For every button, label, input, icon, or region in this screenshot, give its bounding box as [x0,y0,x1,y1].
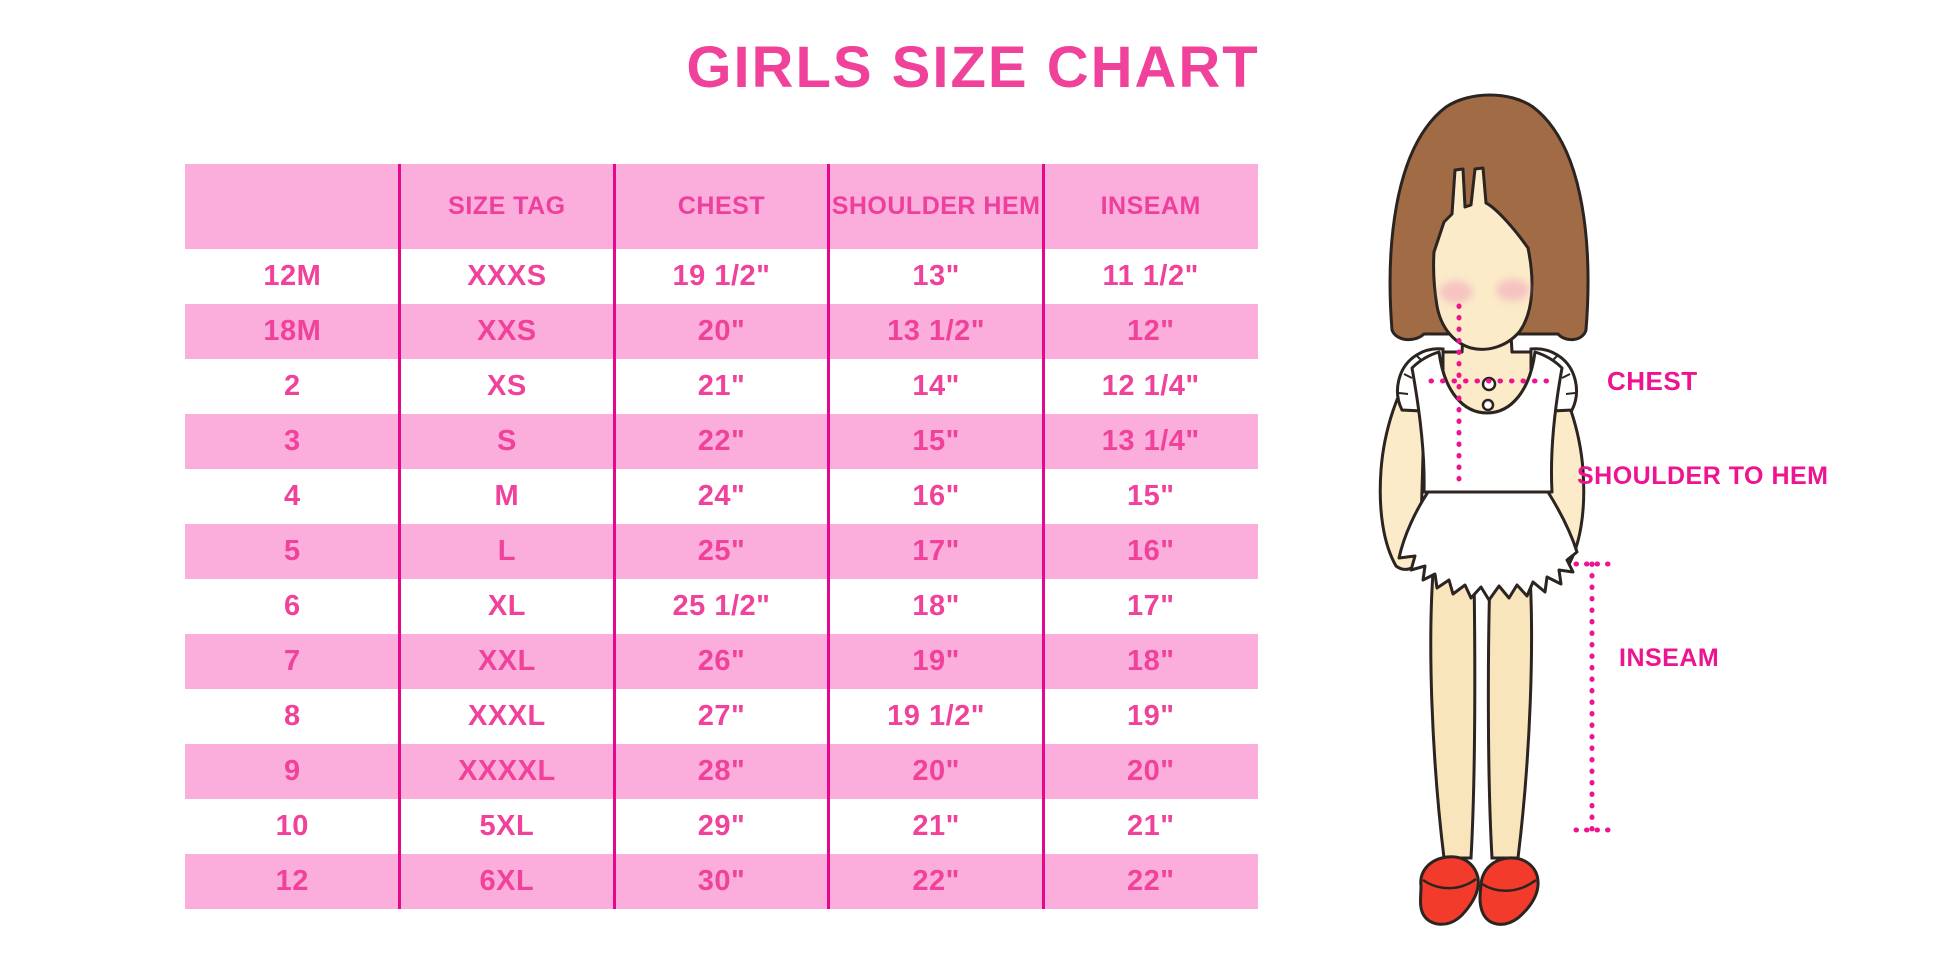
shoulder-to-hem-label: SHOULDER TO HEM [1577,462,1829,490]
header-cell-inseam: INSEAM [1100,192,1201,220]
column-divider [398,164,402,909]
table-cell: 11 1/2" [1102,260,1199,292]
table-cell: 16" [1126,535,1175,567]
table-row: 7 XXL 26" 19" 18" [185,634,1258,689]
page-title: GIRLS SIZE CHART [686,35,1260,100]
table-cell: 20" [1126,755,1175,787]
table-cell: 6XL [479,865,535,897]
table-cell: 26" [697,645,746,677]
table-cell: 4 [283,480,301,512]
table-cell: 19" [912,645,960,677]
table-cell: 17" [1126,590,1175,622]
table-cell: 7 [283,645,301,677]
table-cell: 27" [697,700,746,732]
table-row: 9 XXXXL 28" 20" 20" [185,744,1258,799]
girl-top [1410,350,1564,494]
table-header-row: SIZE TAG CHEST SHOULDER HEM INSEAM [185,164,1258,249]
size-chart-table: SIZE TAG CHEST SHOULDER HEM INSEAM 12M X… [185,164,1258,909]
table-row: 5 L 25" 17" 16" [185,524,1258,579]
table-cell: 21" [1126,810,1175,842]
header-cell-shoulder-hem: SHOULDER HEM [831,192,1041,220]
column-divider [1041,164,1045,909]
table-cell: 12 [275,865,309,897]
header-cell-size-tag: SIZE TAG [448,192,566,220]
column-divider [827,164,831,909]
table-row: 12 6XL 30" 22" 22" [185,854,1258,909]
table-cell: 6 [283,590,301,622]
girl-leg-left [1429,557,1477,860]
table-row: 4 M 24" 16" 15" [185,469,1258,524]
header-cell-chest: CHEST [677,192,766,220]
table-row: 2 XS 21" 14" 12 1/4" [185,359,1258,414]
table-cell: XXS [477,315,537,347]
table-cell: XXXL [468,700,546,732]
table-cell: 16" [912,480,960,512]
table-cell: 18" [912,590,960,622]
table-cell: 5XL [479,810,535,842]
table-cell: M [494,480,520,512]
girl-leg-right [1486,557,1534,860]
chest-label: CHEST [1607,366,1698,396]
table-cell: 19 1/2" [672,260,771,292]
table-cell: 8 [283,700,301,732]
inseam-label: INSEAM [1619,644,1720,672]
table-row: 8 XXXL 27" 19 1/2" 19" [185,689,1258,744]
table-cell: 13" [912,260,960,292]
table-cell: 18M [263,315,322,347]
table-cell: XL [487,590,526,622]
table-cell: 25" [697,535,746,567]
column-divider [612,164,616,909]
table-cell: 18" [1126,645,1175,677]
table-row: 12M XXXS 19 1/2" 13" 11 1/2" [185,249,1258,304]
table-cell: 21" [697,370,746,402]
table-cell: XXL [477,645,536,677]
table-row: 18M XXS 20" 13 1/2" 12" [185,304,1258,359]
table-cell: XS [487,370,527,402]
table-cell: 24" [697,480,746,512]
table-row: 10 5XL 29" 21" 21" [185,799,1258,854]
table-cell: 15" [912,425,960,457]
table-cell: 9 [283,755,301,787]
table-cell: 29" [697,810,746,842]
table-cell: XXXXL [458,755,556,787]
table-cell: 22" [697,425,746,457]
girl-skirt [1397,490,1579,602]
table-cell: 20" [912,755,960,787]
table-cell: 30" [697,865,746,897]
table-cell: 22" [912,865,960,897]
table-cell: 13 1/4" [1101,425,1200,457]
table-cell: 22" [1126,865,1175,897]
table-cell: 19 1/2" [887,700,986,732]
table-cell: 12M [263,260,322,292]
table-cell: S [496,425,517,457]
girl-shoe-left-strap [1422,877,1477,890]
table-cell: 13 1/2" [887,315,986,347]
girl-shoe-right-strap [1481,878,1537,892]
table-cell: 12" [1126,315,1175,347]
table-cell: 25 1/2" [672,590,771,622]
girl-cheek-left [1439,281,1473,303]
table-cell: 12 1/4" [1101,370,1200,402]
table-cell: 21" [912,810,960,842]
table-cell: 19" [1126,700,1175,732]
table-cell: 20" [697,315,746,347]
girl-cheek-right [1496,279,1530,301]
table-cell: 2 [283,370,301,402]
table-cell: 28" [697,755,746,787]
girl-button-bottom [1481,398,1495,412]
girl-illustration [1378,93,1611,926]
girl-shoe-left [1419,855,1480,926]
table-cell: 3 [283,425,301,457]
table-row: 6 XL 25 1/2" 18" 17" [185,579,1258,634]
table-cell: 14" [912,370,960,402]
table-cell: 17" [912,535,960,567]
table-cell: 10 [275,810,309,842]
table-cell: XXXS [467,260,547,292]
table-cell: 15" [1126,480,1175,512]
table-row: 3 S 22" 15" 13 1/4" [185,414,1258,469]
table-cell: 5 [283,535,301,567]
table-cell: L [497,535,516,567]
